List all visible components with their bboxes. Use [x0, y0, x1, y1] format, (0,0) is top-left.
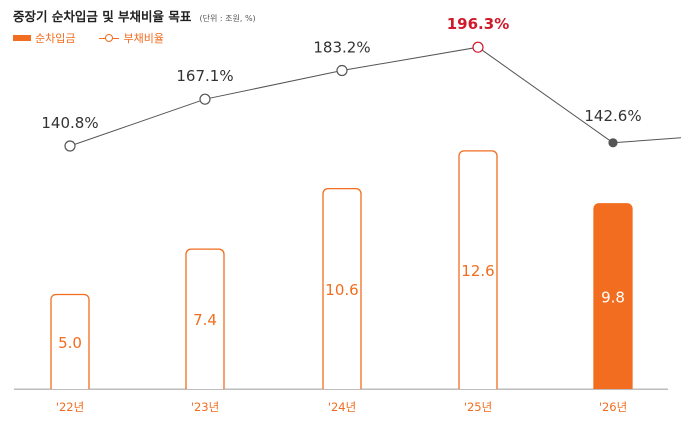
legend-line-label: 부채비율: [123, 32, 164, 45]
legend-line-swatch: [99, 33, 120, 43]
bar-value-label: 10.6: [325, 281, 358, 299]
line-point-2: [336, 64, 348, 77]
line-value-label: 183.2%: [313, 39, 370, 57]
line-point-4: [608, 138, 618, 148]
bar-value-label: 5.0: [58, 334, 82, 352]
x-tick-label: '24년: [328, 400, 356, 414]
line-point-0: [64, 140, 76, 152]
line-continuation: [612, 137, 681, 144]
x-tick-label: '26년: [599, 400, 627, 414]
chart-title-row: 중장기 순차입금 및 부채비율 목표 (단위 : 조원, %): [13, 6, 256, 25]
line-point-1: [199, 93, 211, 105]
baseline-mask: [14, 390, 674, 398]
line-point-3: [472, 41, 484, 53]
unit-note: (단위 : 조원, %): [199, 14, 256, 23]
line-value-label: 142.6%: [584, 107, 641, 125]
bar-value-label: 9.8: [601, 288, 625, 306]
x-tick-label: '25년: [464, 400, 492, 414]
x-tick-label: '22년: [56, 400, 84, 414]
legend-bar-label: 순차입금: [35, 32, 76, 45]
bar-value-label: 7.4: [193, 311, 217, 329]
line-value-label: 140.8%: [41, 114, 98, 132]
line-value-label: 196.3%: [447, 15, 509, 33]
chart-title: 중장기 순차입금 및 부채비율 목표: [13, 9, 192, 24]
debt-ratio-line: [69, 46, 614, 147]
bar-value-label: 12.6: [461, 262, 494, 280]
line-value-label: 167.1%: [176, 67, 233, 85]
legend: 순차입금 부채비율: [13, 30, 164, 46]
legend-bar-swatch: [13, 35, 31, 41]
x-tick-label: '23년: [191, 400, 219, 414]
